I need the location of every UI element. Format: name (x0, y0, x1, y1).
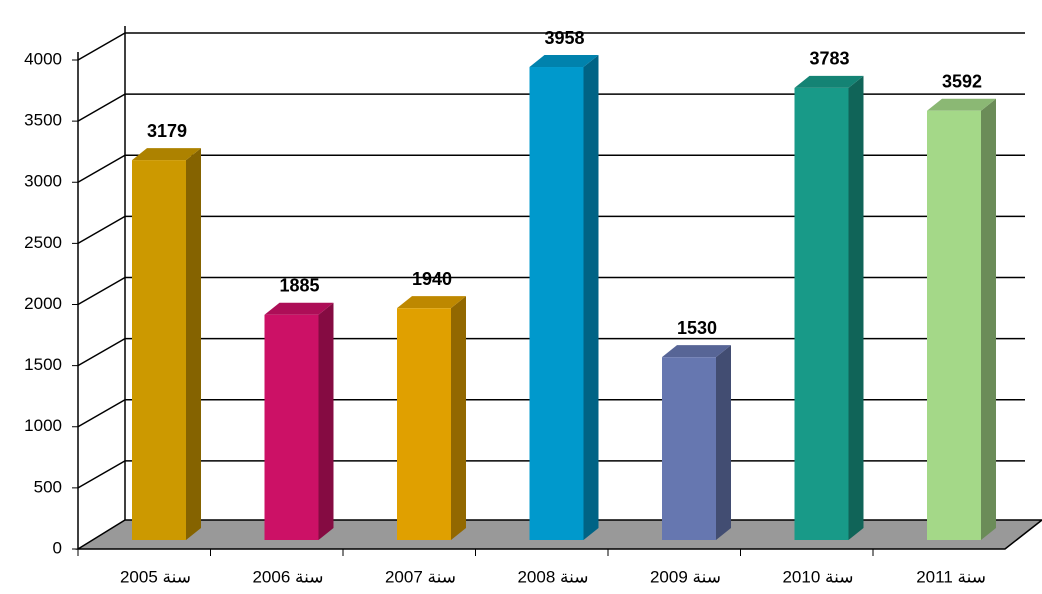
bar-side (848, 75, 864, 540)
y-tick-label: 3000 (24, 172, 62, 191)
bar-side (981, 98, 996, 541)
bar (927, 110, 981, 541)
bar-top (264, 302, 334, 315)
x-tick-label: سنة 2011 (916, 567, 986, 586)
y-tick-label: 2000 (24, 294, 62, 313)
bar-side (716, 345, 731, 540)
y-tick-label: 1000 (24, 416, 62, 435)
bar-side (318, 302, 334, 540)
value-label: 1885 (279, 275, 319, 295)
y-tick-label: 1500 (24, 355, 62, 374)
x-tick-label: سنة 2010 (782, 567, 853, 586)
bar (132, 160, 186, 540)
grid-line (77, 399, 126, 428)
x-tick-label: سنة 2009 (650, 567, 721, 586)
x-tick-label: سنة 2005 (120, 567, 191, 586)
grid-line (77, 337, 126, 367)
bar (529, 67, 584, 541)
x-tick-label: سنة 2008 (517, 567, 588, 586)
grid-line (77, 276, 126, 306)
value-label: 1940 (412, 269, 452, 289)
bar (662, 357, 716, 540)
value-label: 1530 (677, 318, 717, 338)
y-tick-label: 0 (53, 538, 62, 557)
bar-top (662, 345, 731, 358)
value-label: 3958 (544, 28, 584, 48)
grid-line (77, 32, 126, 61)
bar-top (529, 55, 599, 68)
bar-top (132, 148, 201, 161)
x-tick-label: سنة 2007 (385, 567, 456, 586)
y-tick-label: 3500 (24, 111, 62, 130)
bar (794, 87, 849, 540)
y-tick-label: 500 (34, 477, 62, 496)
bar (397, 308, 451, 540)
value-label: 3592 (942, 72, 982, 92)
value-label: 3179 (147, 121, 187, 141)
bar-top (397, 296, 466, 309)
value-label: 3783 (809, 49, 849, 69)
bar-side (186, 148, 201, 540)
bar-top (794, 75, 864, 88)
bar (264, 314, 319, 540)
grid-line (77, 93, 126, 122)
x-tick-label: سنة 2006 (252, 567, 323, 586)
grid-line (77, 154, 126, 183)
bar-side (451, 296, 466, 540)
grid-line (77, 215, 126, 245)
y-tick-label: 4000 (24, 49, 62, 68)
bar-side (583, 55, 599, 540)
y-tick-label: 2500 (24, 233, 62, 252)
grid-line (77, 460, 126, 489)
bar-top (927, 98, 996, 111)
